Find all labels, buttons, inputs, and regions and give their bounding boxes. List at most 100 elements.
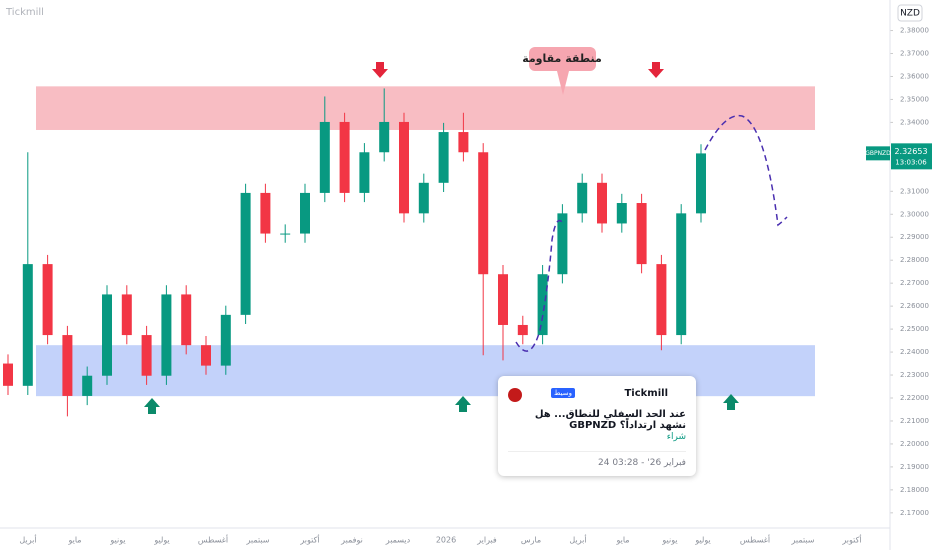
candle-body xyxy=(438,132,449,183)
brand: Tickmill xyxy=(5,7,44,18)
candle-body xyxy=(557,213,568,275)
projection-path xyxy=(704,114,788,227)
price-badge xyxy=(866,146,890,161)
y-tick-label: 2.35000 xyxy=(900,95,929,103)
y-tick-label: 2.17000 xyxy=(900,509,929,517)
annotation: منطقة مقاومة xyxy=(522,52,602,65)
candle-body xyxy=(616,203,627,224)
x-tick-label: يوليو xyxy=(153,536,169,545)
y-tick-label: 2.38000 xyxy=(900,27,929,35)
y-tick-label: 2.24000 xyxy=(900,348,929,356)
x-tick-label: أبريل xyxy=(19,535,36,545)
zone xyxy=(36,86,815,130)
y-tick-label: 2.22000 xyxy=(900,394,929,402)
annotation-pointer xyxy=(557,71,569,95)
x-tick-label: مايو xyxy=(67,536,81,545)
x-tick-label: 2026 xyxy=(436,536,456,545)
candle-body xyxy=(537,274,548,336)
card-date: فبراير 26' - 03:28 24 xyxy=(598,458,686,468)
card-author: Tickmill xyxy=(624,388,668,399)
x-tick-label: فبراير xyxy=(476,536,497,545)
candle-body xyxy=(280,233,291,235)
candle-body xyxy=(696,153,706,214)
last-price: 2.32653 xyxy=(894,147,927,156)
x-tick-label: مارس xyxy=(521,536,541,545)
y-tick-label: 2.19000 xyxy=(900,463,929,471)
card-title: عند الحد السفلي للنطاق... هل نشهد ارتداد… xyxy=(534,409,686,431)
y-tick-label: 2.28000 xyxy=(900,256,929,264)
candle-body xyxy=(181,294,192,346)
x-tick-label: مايو xyxy=(615,536,629,545)
y-tick-label: 2.26000 xyxy=(900,302,929,310)
candle-body xyxy=(399,121,409,214)
candle-body xyxy=(319,121,330,193)
y-tick-label: 2.34000 xyxy=(900,118,929,126)
currency: NZD xyxy=(900,9,920,19)
x-tick-label: أكتوبر xyxy=(841,535,861,545)
y-tick-label: 2.23000 xyxy=(900,371,929,379)
arrow-down xyxy=(648,62,664,78)
y-tick-label: 2.27000 xyxy=(900,279,929,287)
candle-body xyxy=(676,213,687,336)
y-tick-label: 2.29000 xyxy=(900,233,929,241)
x-tick-label: سبتمبر xyxy=(246,536,270,545)
arrow-up xyxy=(144,398,160,414)
arrow-up xyxy=(723,394,739,410)
candle-body xyxy=(141,335,152,376)
candle-body xyxy=(418,182,429,214)
annotation-box xyxy=(529,47,596,71)
x-tick-label: يونيو xyxy=(661,536,677,545)
countdown: 13:03:06 xyxy=(895,158,927,166)
x-tick-label: سبتمبر xyxy=(791,536,815,545)
candle-body xyxy=(240,192,251,315)
y-tick-label: 2.25000 xyxy=(900,325,929,333)
candle-body xyxy=(597,182,607,224)
currency-box xyxy=(897,4,923,22)
x-tick-label: يوليو xyxy=(694,536,710,545)
x-tick-label: أكتوبر xyxy=(299,535,319,545)
candle-body xyxy=(359,152,370,193)
candle-body xyxy=(498,274,508,325)
card-action: شراء xyxy=(666,432,686,442)
x-tick-label: نوفمبر xyxy=(340,536,363,545)
candle-body xyxy=(42,264,53,336)
x-tick-label: أبريل xyxy=(569,535,586,545)
x-tick-label: أغسطس xyxy=(198,535,228,545)
candle-body xyxy=(102,294,112,376)
candle-body xyxy=(3,363,13,386)
zone xyxy=(36,345,815,397)
card-avatar xyxy=(508,388,522,402)
x-tick-label: يونيو xyxy=(109,536,125,545)
price-badge xyxy=(891,143,932,170)
idea-card[interactable]: Tickmill وسيط عند الحد السفلي للنطاق... … xyxy=(498,376,696,476)
candle-body xyxy=(379,121,390,153)
candle-body xyxy=(339,121,350,193)
y-tick-label: 2.36000 xyxy=(900,72,929,80)
candle-body xyxy=(121,294,132,336)
x-tick-label: ديسمبر xyxy=(385,536,411,545)
candle-body xyxy=(517,324,528,336)
y-tick-label: 2.20000 xyxy=(900,440,929,448)
candle-body xyxy=(62,335,73,396)
candle-body xyxy=(161,294,172,376)
candle-body xyxy=(636,203,647,265)
candle-body xyxy=(220,314,231,366)
candle-body xyxy=(577,182,588,214)
projection-path xyxy=(515,219,563,352)
candle-body xyxy=(82,375,93,396)
candle-body xyxy=(260,192,271,234)
y-tick-label: 2.18000 xyxy=(900,486,929,494)
candle-body xyxy=(656,264,667,336)
y-tick-label: 2.30000 xyxy=(900,210,929,218)
candle-body xyxy=(201,345,211,366)
candle-body xyxy=(300,192,310,234)
y-tick-label: 2.37000 xyxy=(900,50,929,58)
arrow-down xyxy=(372,62,388,78)
candle-body xyxy=(22,264,33,386)
card-badge: وسيط xyxy=(551,388,576,398)
arrow-up xyxy=(455,396,471,412)
candle-body xyxy=(478,152,489,275)
